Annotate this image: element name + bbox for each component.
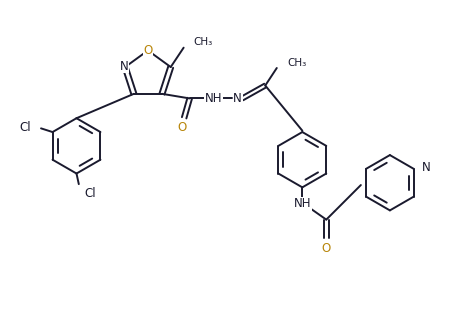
- Text: O: O: [322, 242, 331, 255]
- Text: CH₃: CH₃: [287, 58, 306, 68]
- Text: NH: NH: [205, 92, 222, 105]
- Text: CH₃: CH₃: [194, 37, 213, 47]
- Text: Cl: Cl: [84, 187, 96, 200]
- Text: N: N: [119, 60, 128, 73]
- Text: N: N: [422, 161, 431, 175]
- Text: O: O: [143, 44, 153, 57]
- Text: Cl: Cl: [19, 121, 31, 134]
- Text: N: N: [233, 92, 242, 105]
- Text: NH: NH: [293, 197, 311, 211]
- Text: O: O: [178, 122, 187, 134]
